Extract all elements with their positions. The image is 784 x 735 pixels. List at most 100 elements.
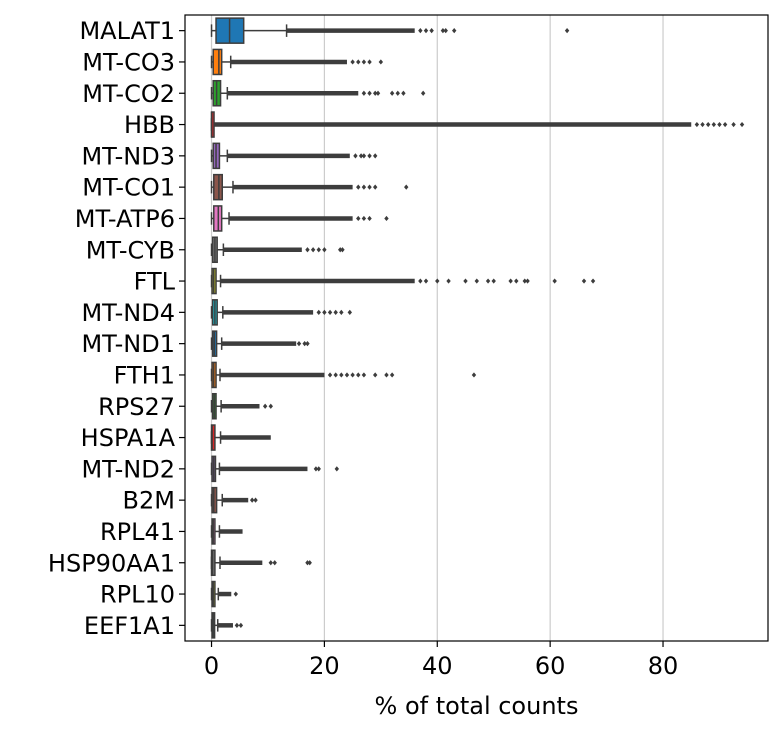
outlier-point: [353, 153, 358, 159]
y-tick-label: RPL41: [100, 518, 175, 546]
outlier-point: [423, 28, 429, 34]
y-tick-label: MT-CO3: [82, 48, 175, 76]
outlier-point: [367, 215, 372, 222]
outlier-point: [443, 28, 448, 34]
outlier-point: [272, 560, 277, 566]
outlier-point: [401, 90, 406, 96]
iqr-box: [213, 173, 223, 201]
y-tick-label: MALAT1: [79, 17, 175, 45]
outlier-point: [372, 90, 378, 96]
outlier-point: [367, 90, 372, 96]
outlier-point: [249, 497, 255, 503]
outlier-point: [404, 184, 409, 190]
outlier-point: [296, 341, 302, 347]
outlier-point: [367, 153, 372, 159]
y-tick-label: MT-ND3: [81, 142, 175, 170]
box-malat1: [210, 17, 570, 44]
outlier-point: [474, 278, 479, 284]
box-mt-co2: [210, 79, 426, 107]
outlier-point: [717, 121, 722, 128]
outlier-point: [367, 59, 372, 65]
outlier-point: [389, 372, 395, 378]
box-rpl10: [210, 580, 238, 608]
outlier-point: [395, 90, 400, 96]
outlier-point: [350, 59, 355, 65]
outlier-point: [347, 309, 352, 315]
box-mt-nd1: [210, 330, 310, 357]
x-tick-label: 0: [204, 652, 219, 680]
outlier-point: [268, 403, 273, 409]
box-mt-nd3: [210, 142, 378, 170]
box-mt-atp6: [210, 205, 389, 232]
y-tick-label: MT-ND1: [81, 330, 175, 358]
box-mt-nd2: [210, 455, 340, 483]
box-mt-cyb: [210, 236, 345, 264]
outlier-point: [316, 466, 321, 472]
outlier-point: [327, 372, 333, 378]
outlier-point: [564, 28, 570, 34]
x-tick-label: 40: [422, 652, 453, 680]
outlier-point: [361, 153, 367, 159]
outlier-point: [338, 247, 343, 253]
box-rpl41: [210, 518, 243, 545]
outlier-point: [525, 278, 530, 284]
outlier-point: [339, 372, 344, 378]
y-tick-label: MT-ATP6: [75, 205, 175, 233]
box-mt-nd4: [210, 299, 352, 326]
box-rps27: [210, 392, 273, 420]
iqr-box: [212, 48, 223, 76]
gridlines: [210, 15, 664, 641]
box-hbb: [210, 111, 745, 138]
outlier-point: [344, 372, 350, 378]
outlier-point: [356, 372, 361, 378]
outlier-point: [302, 341, 307, 347]
outlier-point: [423, 278, 429, 284]
outlier-point: [361, 90, 367, 96]
outlier-point: [253, 497, 258, 503]
outlier-point: [340, 247, 345, 253]
x-tick-label: 80: [648, 652, 679, 680]
outlier-point: [333, 372, 338, 378]
outlier-point: [262, 403, 268, 409]
outlier-point: [485, 278, 491, 284]
outlier-point: [367, 184, 372, 190]
y-tick-label: FTH1: [114, 361, 175, 389]
x-tick-label: 20: [309, 652, 340, 680]
box-hsp90aa1: [210, 549, 312, 577]
outlier-point: [234, 622, 240, 628]
outlier-point: [361, 184, 367, 190]
outlier-point: [452, 28, 457, 34]
box-hspa1a: [210, 424, 271, 451]
outlier-point: [305, 560, 310, 566]
outlier-point: [418, 28, 423, 34]
x-axis: 0 20 40 60 80: [204, 641, 678, 680]
outlier-point: [384, 215, 389, 222]
outlier-point: [508, 278, 513, 284]
outlier-point: [731, 121, 736, 128]
plot-area-frame: [184, 14, 769, 642]
box-series: [210, 17, 745, 639]
outlier-point: [522, 278, 527, 284]
y-tick-label: RPS27: [98, 393, 175, 421]
outlier-point: [372, 372, 378, 378]
outlier-point: [375, 90, 381, 96]
outlier-point: [310, 247, 316, 253]
y-tick-label: MT-CYB: [86, 236, 175, 264]
y-tick-label: HSPA1A: [81, 424, 176, 452]
outlier-point: [268, 560, 273, 566]
outlier-point: [316, 309, 321, 315]
outlier-point: [463, 278, 468, 284]
outlier-point: [233, 591, 238, 597]
outlier-point: [440, 28, 446, 34]
outlier-point: [356, 215, 361, 222]
outlier-point: [316, 247, 321, 253]
outlier-point: [378, 59, 384, 65]
outlier-point: [307, 560, 312, 566]
outlier-point: [722, 121, 728, 128]
y-tick-label: MT-CO2: [82, 80, 175, 108]
outlier-point: [389, 90, 395, 96]
box-eef1a1: [210, 612, 244, 639]
outlier-point: [305, 341, 310, 347]
outlier-point: [372, 184, 378, 190]
